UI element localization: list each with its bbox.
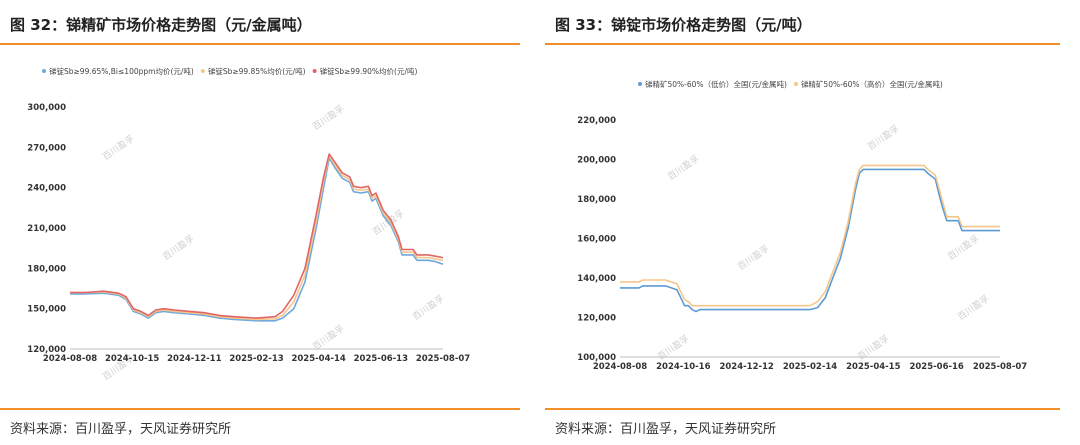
x-tick-label: 2025-08-07 — [973, 362, 1027, 372]
legend-label-3: 锑锭Sb≥99.90%均价(元/吨) — [320, 66, 418, 76]
x-tick-label: 2025-04-14 — [291, 354, 345, 364]
legend-label-1: 锑锭Sb≥99.65%,Bi≤100ppm均价(元/吨) — [49, 66, 194, 76]
x-tick-label: 2024-12-12 — [719, 362, 773, 372]
watermark-text: 百川盈孚 — [310, 322, 346, 352]
top-rule — [545, 43, 1060, 45]
x-tick-label: 2025-02-14 — [783, 362, 837, 372]
figure-33-source: 资料来源：百川盈孚，天风证券研究所 — [555, 422, 777, 437]
series-line-2 — [70, 154, 444, 321]
y-tick-label: 180,000 — [577, 195, 616, 205]
watermark-text: 百川盈孚 — [100, 132, 136, 162]
legend-marker-3 — [312, 69, 317, 73]
x-tick-label: 2024-12-11 — [167, 354, 221, 364]
bottom-rule — [545, 408, 1060, 410]
watermark-text: 百川盈孚 — [865, 122, 901, 152]
watermark-text: 百川盈孚 — [735, 242, 771, 272]
x-tick-label: 2024-10-15 — [105, 354, 159, 364]
legend-label-1: 锑精矿50%-60%（低价）全国(元/金属吨) — [645, 79, 787, 89]
y-tick-label: 150,000 — [27, 305, 66, 315]
y-tick-label: 140,000 — [577, 274, 616, 284]
top-rule — [0, 43, 520, 45]
y-tick-label: 240,000 — [27, 184, 66, 194]
figure-33-title: 图 33：锑锭市场价格走势图（元/吨） — [555, 16, 812, 34]
watermark-text: 百川盈孚 — [665, 152, 701, 182]
watermark-text: 百川盈孚 — [945, 232, 981, 262]
legend-marker-2 — [793, 82, 798, 86]
legend-marker-2 — [200, 69, 205, 73]
x-tick-label: 2025-04-15 — [846, 362, 900, 372]
x-tick-label: 2024-10-16 — [656, 362, 710, 372]
antimony-ingot-price-chart: 百川盈孚百川盈孚百川盈孚百川盈孚百川盈孚百川盈孚百川盈孚120,000150,0… — [27, 66, 470, 383]
y-tick-label: 300,000 — [27, 103, 66, 113]
series-line-1 — [620, 168, 1000, 313]
series-line-3 — [70, 153, 444, 319]
watermark-text: 百川盈孚 — [955, 292, 991, 322]
legend-label-2: 锑锭Sb≥99.85%均价(元/吨) — [208, 66, 306, 76]
legend-marker-1 — [638, 82, 642, 86]
watermark-text: 百川盈孚 — [310, 102, 346, 132]
figure-32-panel: 图 32：锑精矿市场价格走势图（元/金属吨） 百川盈孚 百川盈孚 百川盈孚 百川盈孚百… — [0, 0, 520, 445]
x-tick-label: 2025-08-07 — [416, 354, 470, 364]
y-tick-label: 120,000 — [577, 314, 616, 324]
legend-marker-1 — [42, 69, 46, 73]
figure-32-source: 资料来源：百川盈孚，天风证券研究所 — [10, 422, 232, 437]
x-tick-label: 2024-08-08 — [43, 354, 97, 364]
legend-label-2: 锑精矿50%-60%（高价）全国(元/金属吨) — [801, 79, 943, 89]
watermark-text: 百川盈孚 — [410, 292, 446, 322]
y-tick-label: 270,000 — [27, 143, 66, 153]
watermark-text: 百川盈孚 — [160, 232, 196, 262]
figure-33-panel: 图 33：锑锭市场价格走势图（元/吨） 百川盈孚 百川盈孚 百川盈孚 百川盈孚 百川盈孚… — [545, 0, 1060, 445]
figure-32-title: 图 32：锑精矿市场价格走势图（元/金属吨） — [10, 16, 312, 34]
y-tick-label: 100,000 — [577, 353, 616, 363]
y-tick-label: 120,000 — [27, 345, 66, 355]
x-tick-label: 2024-08-08 — [593, 362, 647, 372]
y-tick-label: 200,000 — [577, 156, 616, 166]
bottom-rule — [0, 408, 520, 410]
x-tick-label: 2025-06-16 — [909, 362, 963, 372]
y-tick-label: 160,000 — [577, 235, 616, 245]
y-tick-label: 180,000 — [27, 264, 66, 274]
y-tick-label: 210,000 — [27, 224, 66, 234]
series-line-1 — [70, 157, 444, 322]
watermark-text: 百川盈孚 — [655, 332, 691, 362]
series-line-2 — [620, 164, 1000, 307]
watermark-text: 百川盈孚 — [855, 332, 891, 362]
x-tick-label: 2025-06-13 — [354, 354, 408, 364]
x-tick-label: 2025-02-13 — [229, 354, 283, 364]
y-tick-label: 220,000 — [577, 116, 616, 126]
